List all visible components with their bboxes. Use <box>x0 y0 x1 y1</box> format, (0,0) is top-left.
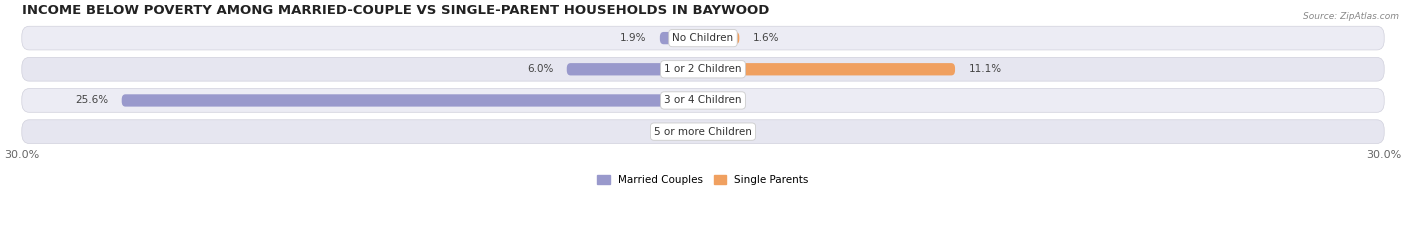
FancyBboxPatch shape <box>21 57 1385 81</box>
FancyBboxPatch shape <box>21 26 1385 50</box>
Legend: Married Couples, Single Parents: Married Couples, Single Parents <box>593 171 813 189</box>
Text: INCOME BELOW POVERTY AMONG MARRIED-COUPLE VS SINGLE-PARENT HOUSEHOLDS IN BAYWOOD: INCOME BELOW POVERTY AMONG MARRIED-COUPL… <box>21 4 769 17</box>
FancyBboxPatch shape <box>122 94 703 107</box>
Text: 1 or 2 Children: 1 or 2 Children <box>664 64 742 74</box>
Text: 1.6%: 1.6% <box>754 33 779 43</box>
Text: 0.0%: 0.0% <box>717 127 742 137</box>
FancyBboxPatch shape <box>703 63 955 75</box>
Text: 1.9%: 1.9% <box>620 33 647 43</box>
Text: 0.0%: 0.0% <box>664 127 689 137</box>
FancyBboxPatch shape <box>21 89 1385 112</box>
FancyBboxPatch shape <box>21 120 1385 144</box>
Text: 6.0%: 6.0% <box>527 64 553 74</box>
FancyBboxPatch shape <box>659 32 703 44</box>
Text: 11.1%: 11.1% <box>969 64 1002 74</box>
Text: 0.0%: 0.0% <box>717 96 742 106</box>
Text: 5 or more Children: 5 or more Children <box>654 127 752 137</box>
Text: 25.6%: 25.6% <box>75 96 108 106</box>
Text: No Children: No Children <box>672 33 734 43</box>
FancyBboxPatch shape <box>703 32 740 44</box>
Text: 3 or 4 Children: 3 or 4 Children <box>664 96 742 106</box>
FancyBboxPatch shape <box>567 63 703 75</box>
Text: Source: ZipAtlas.com: Source: ZipAtlas.com <box>1303 12 1399 21</box>
